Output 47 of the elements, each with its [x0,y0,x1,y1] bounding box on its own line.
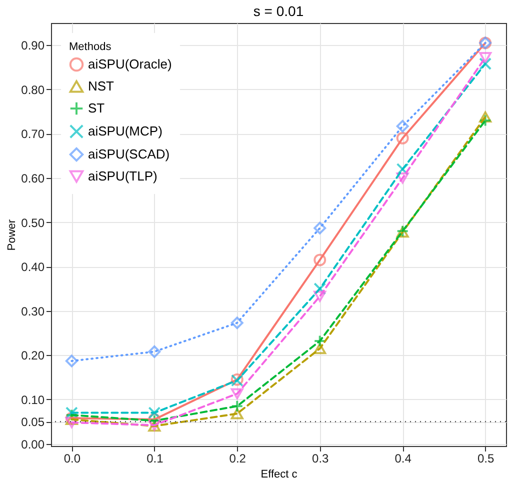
point [396,172,409,184]
chart-title: s = 0.01 [253,3,304,19]
point [314,343,326,354]
x-axis-title: Effect c [260,468,298,480]
x-tick-label: 0.1 [146,452,164,466]
point [230,316,244,330]
y-tick-label: 0.10 [21,392,45,407]
point [314,290,326,302]
legend-label: aiSPU(TLP) [88,168,158,184]
x-tick-label: 0.4 [394,452,412,466]
y-tick-label: 0.30 [21,304,45,318]
y-tick-label: 0.50 [21,216,45,230]
point [148,345,161,358]
point [230,400,244,412]
legend-label: aiSPU(MCP) [88,124,162,138]
point [396,162,409,176]
y-tick-label: 0.80 [21,82,45,97]
y-tick-label: 0.00 [21,437,45,452]
point [314,334,326,348]
point [396,132,409,144]
y-tick-label: 0.20 [21,348,45,363]
x-tick-label: 0.2 [229,452,246,466]
point [314,222,326,234]
point [396,120,409,132]
point [479,52,492,64]
legend-label: ST [88,100,105,116]
legend-label: aiSPU(Oracle) [88,56,172,72]
point [314,254,326,266]
point [148,406,161,420]
point [230,388,244,400]
x-tick-label: 0.5 [477,452,494,466]
point [230,408,244,420]
y-tick-label: 0.05 [21,415,45,430]
legend-title: Methods [69,41,112,53]
point [65,354,78,368]
point [479,58,492,70]
point [479,111,492,122]
y-tick-label: 0.70 [21,127,45,142]
y-tick-label: 0.90 [21,38,45,53]
point [479,114,492,127]
x-tick-label: 0.0 [64,452,81,466]
legend-label: aiSPU(SCAD) [88,146,170,162]
x-tick-label: 0.3 [312,452,330,466]
y-axis-title: Power [6,219,18,251]
y-tick-label: 0.60 [21,172,45,186]
y-tick-label: 0.40 [21,260,45,274]
legend-label: NST [88,78,114,94]
